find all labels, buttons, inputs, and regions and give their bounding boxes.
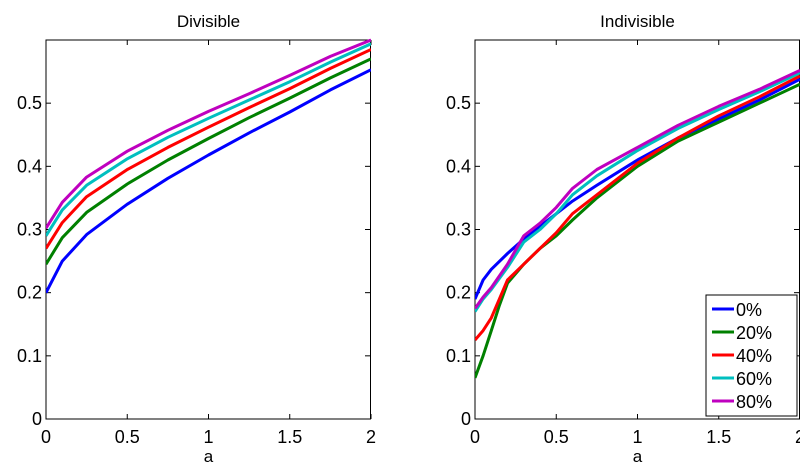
legend-entry-label: 20%: [736, 323, 772, 343]
series-line-80pct: [475, 68, 800, 310]
chart-title: Indivisible: [600, 12, 675, 31]
y-tick-label: 0.3: [446, 220, 471, 240]
series-line-0pct: [475, 77, 800, 300]
y-tick-label: 0.1: [446, 346, 471, 366]
series-line-3: [46, 48, 371, 250]
x-axis-label: a: [633, 447, 643, 466]
series-line-2: [46, 57, 371, 265]
y-tick-label: 0.2: [446, 283, 471, 303]
x-tick-label: 0.5: [115, 427, 140, 447]
y-tick-label: 0.5: [17, 93, 42, 113]
legend-entry-label: 40%: [736, 346, 772, 366]
legend-entry-label: 60%: [736, 369, 772, 389]
y-tick-label: 0.3: [17, 220, 42, 240]
series-line-1: [46, 68, 371, 294]
x-tick-label: 1: [203, 427, 213, 447]
y-tick-label: 0: [32, 409, 42, 429]
x-tick-label: 0: [470, 427, 480, 447]
x-tick-label: 0: [41, 427, 51, 447]
x-tick-label: 1.5: [706, 427, 731, 447]
x-tick-label: 2: [366, 427, 376, 447]
y-tick-label: 0.1: [17, 346, 42, 366]
legend-entry-label: 0%: [736, 300, 762, 320]
y-tick-label: 0: [461, 409, 471, 429]
chart-panel-1: Divisible a 0 0.5 1 1.5 2 0 0.1 0.2 0.3 0.4 0.5: [17, 12, 376, 466]
x-axis-label: a: [204, 447, 214, 466]
x-tick-label: 2: [795, 427, 800, 447]
series-line-20pct: [475, 82, 800, 379]
y-tick-label: 0.5: [446, 93, 471, 113]
legend-entry-label: 80%: [736, 392, 772, 412]
series-line-4: [46, 42, 371, 237]
series-line-40pct: [475, 74, 800, 341]
x-tick-label: 0.5: [544, 427, 569, 447]
y-tick-label: 0.4: [17, 156, 42, 176]
legend: 0% 20% 40% 60% 80%: [705, 294, 798, 417]
x-tick-label: 1: [632, 427, 642, 447]
series-line-5: [46, 38, 371, 229]
x-tick-label: 1.5: [277, 427, 302, 447]
chart-title: Divisible: [177, 12, 240, 31]
y-tick-label: 0.2: [17, 283, 42, 303]
chart-panel-2: Indivisible a 0 0.5 1 1.5 2 0 0.1 0.2 0.3 0.4 0.5 0% 2…: [446, 12, 800, 466]
y-tick-label: 0.4: [446, 156, 471, 176]
